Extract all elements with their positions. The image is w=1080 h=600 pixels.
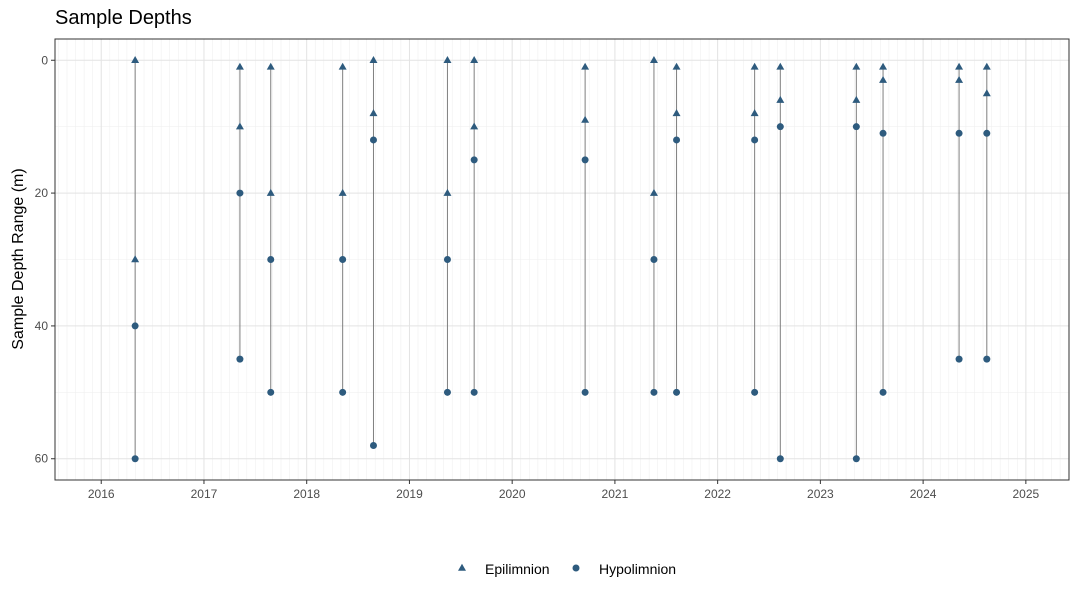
hypolimnion-point bbox=[131, 455, 139, 463]
x-tick-label: 2021 bbox=[602, 487, 629, 501]
hypolimnion-point bbox=[470, 156, 478, 164]
y-tick-label: 40 bbox=[35, 319, 49, 333]
epilimnion-point bbox=[581, 115, 590, 123]
hypolimnion-point bbox=[776, 455, 784, 463]
epilimnion-point bbox=[131, 255, 140, 263]
epilimnion-point bbox=[955, 62, 964, 70]
epilimnion-point bbox=[235, 122, 244, 130]
hypolimnion-point bbox=[131, 322, 139, 330]
legend-hypolimnion-key bbox=[572, 564, 580, 572]
legend-epilimnion-label: Epilimnion bbox=[485, 561, 550, 577]
x-tick-label: 2018 bbox=[293, 487, 320, 501]
legend-epilimnion-key bbox=[458, 563, 466, 571]
hypolimnion-point bbox=[955, 355, 963, 363]
y-axis-label: Sample Depth Range (m) bbox=[10, 168, 27, 349]
hypolimnion-point bbox=[983, 355, 991, 363]
epilimnion-point bbox=[470, 56, 479, 63]
x-tick-label: 2023 bbox=[807, 487, 834, 501]
x-tick-label: 2019 bbox=[396, 487, 423, 501]
epilimnion-point bbox=[852, 62, 861, 70]
epilimnion-point bbox=[338, 62, 347, 70]
hypolimnion-point bbox=[879, 388, 887, 396]
hypolimnion-point bbox=[852, 123, 860, 131]
legend: Epilimnion Hypolimnion bbox=[458, 561, 676, 577]
hypolimnion-point bbox=[983, 129, 991, 137]
epilimnion-point bbox=[672, 62, 681, 70]
x-tick-label: 2020 bbox=[499, 487, 526, 501]
epilimnion-point bbox=[443, 56, 452, 63]
epilimnion-point bbox=[879, 75, 888, 83]
hypolimnion-point bbox=[267, 388, 275, 396]
epilimnion-point bbox=[672, 109, 681, 117]
legend-hypolimnion-label: Hypolimnion bbox=[599, 561, 676, 577]
epilimnion-point bbox=[649, 188, 658, 196]
range-lines bbox=[134, 60, 988, 459]
epilimnion-point bbox=[470, 122, 479, 130]
hypolimnion-point bbox=[369, 441, 377, 449]
epilimnion-point bbox=[443, 188, 452, 196]
x-tick-label: 2025 bbox=[1012, 487, 1039, 501]
y-tick-label: 20 bbox=[35, 186, 49, 200]
hypolimnion-point bbox=[267, 256, 275, 263]
hypolimnion-point bbox=[650, 388, 658, 396]
y-tick-label: 60 bbox=[35, 452, 49, 466]
hypolimnion-point bbox=[443, 256, 451, 263]
x-tick-label: 2017 bbox=[191, 487, 218, 501]
epilimnion-point bbox=[776, 95, 785, 103]
hypolimnion-point bbox=[236, 355, 244, 363]
axis-ticks: 2016 2017 2018 2019 2020 2021 2022 2023 2024 2025… bbox=[35, 53, 1040, 501]
hypolimnion-point bbox=[339, 256, 347, 263]
epilimnion-point bbox=[776, 62, 785, 70]
epilimnion-point bbox=[879, 62, 888, 70]
epilimnion-point bbox=[369, 56, 378, 63]
hypolimnion-point bbox=[339, 388, 347, 396]
chart-title: Sample Depths bbox=[55, 7, 192, 29]
panel-border bbox=[54, 38, 1070, 481]
y-tick-label: 0 bbox=[41, 53, 48, 67]
hypolimnion-point bbox=[751, 136, 759, 144]
hypolimnion-point bbox=[776, 123, 784, 131]
data-points bbox=[131, 56, 991, 463]
x-tick-label: 2016 bbox=[88, 487, 115, 501]
epilimnion-point bbox=[338, 188, 347, 196]
hypolimnion-point bbox=[581, 156, 589, 164]
hypolimnion-point bbox=[751, 388, 759, 396]
hypolimnion-point bbox=[879, 129, 887, 137]
epilimnion-point bbox=[581, 62, 590, 70]
epilimnion-point bbox=[982, 89, 991, 97]
hypolimnion-point bbox=[369, 136, 377, 144]
hypolimnion-point bbox=[470, 388, 478, 396]
hypolimnion-point bbox=[236, 189, 244, 197]
hypolimnion-point bbox=[673, 388, 681, 396]
hypolimnion-point bbox=[955, 129, 963, 137]
epilimnion-point bbox=[982, 62, 991, 70]
epilimnion-point bbox=[852, 95, 861, 103]
x-tick-label: 2022 bbox=[704, 487, 731, 501]
epilimnion-point bbox=[235, 62, 244, 70]
hypolimnion-point bbox=[581, 388, 589, 396]
epilimnion-point bbox=[750, 62, 759, 70]
epilimnion-point bbox=[369, 109, 378, 117]
epilimnion-point bbox=[266, 62, 275, 70]
hypolimnion-point bbox=[650, 256, 658, 263]
grid-layer bbox=[55, 39, 1069, 480]
epilimnion-point bbox=[649, 56, 658, 63]
hypolimnion-point bbox=[852, 455, 860, 463]
epilimnion-point bbox=[955, 75, 964, 83]
epilimnion-point bbox=[266, 188, 275, 196]
hypolimnion-point bbox=[443, 388, 451, 396]
x-tick-label: 2024 bbox=[910, 487, 937, 501]
hypolimnion-point bbox=[673, 136, 681, 144]
epilimnion-point bbox=[131, 56, 140, 63]
epilimnion-point bbox=[750, 109, 759, 117]
